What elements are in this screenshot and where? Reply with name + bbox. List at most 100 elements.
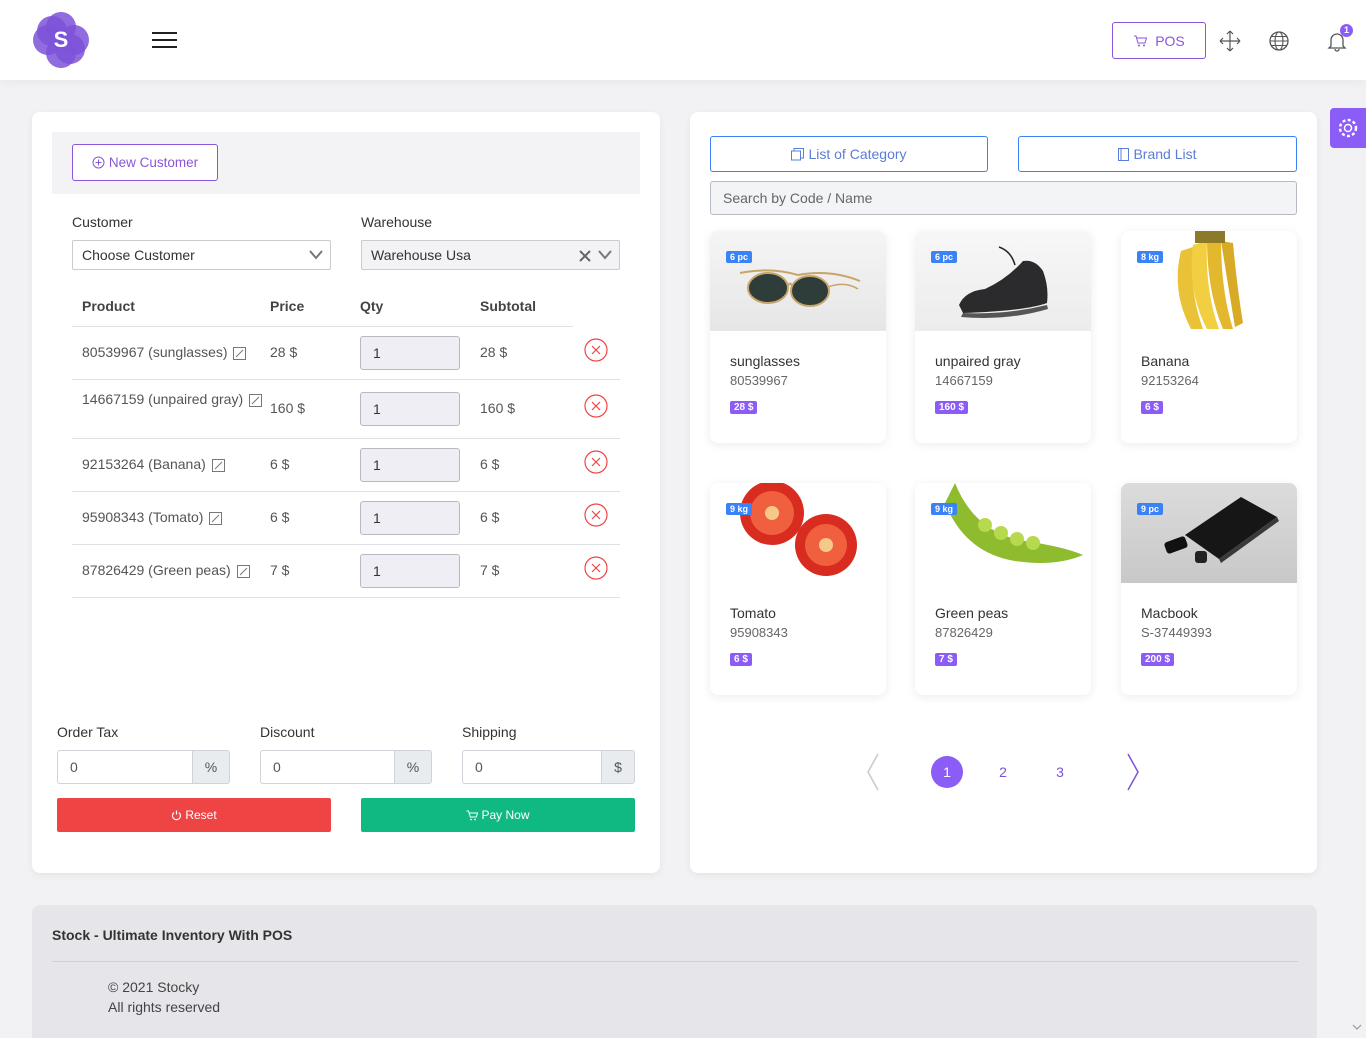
category-label: List of Category [808,146,907,162]
scroll-down-icon[interactable] [1352,1022,1362,1032]
logo-letter: S [53,27,69,52]
price-badge: 160 $ [935,401,969,414]
stock-badge: 6 pc [726,251,753,263]
delete-icon[interactable] [584,450,608,474]
shipping-unit: $ [601,750,635,784]
footer-divider [52,961,1298,962]
table-row: 80539967 (sunglasses) [82,344,247,360]
menu-toggle-icon[interactable] [152,32,178,50]
row-subtotal: 28 $ [480,344,508,360]
product-card[interactable]: 6 pc sunglasses 80539967 28 $ [710,231,886,443]
gear-icon [1338,118,1358,138]
chevron-down-icon [598,250,612,260]
edit-icon[interactable] [236,564,250,578]
price-badge: 6 $ [1141,401,1163,414]
app-logo[interactable]: S [33,12,89,68]
list-of-category-button[interactable]: List of Category [710,136,988,172]
reset-button[interactable]: Reset [57,798,331,832]
next-page-icon[interactable] [1126,752,1140,792]
edit-icon[interactable] [209,511,223,525]
price-badge: 6 $ [730,653,752,666]
col-subtotal: Subtotal [480,298,536,314]
delete-icon[interactable] [584,394,608,418]
shipping-label: Shipping [462,724,517,740]
table-row: 92153264 (Banana) [82,456,225,472]
page-2-button[interactable]: 2 [999,764,1007,780]
edit-icon[interactable] [249,393,263,407]
shipping-input[interactable]: 0 [462,750,601,784]
discount-field: 0 % [260,750,432,784]
plus-circle-icon [92,156,105,169]
prev-page-icon[interactable] [866,752,880,792]
warehouse-label: Warehouse [361,214,433,230]
discount-unit: % [394,750,432,784]
order-tax-field: 0 % [57,750,230,784]
edit-icon[interactable] [211,458,225,472]
pos-button[interactable]: POS [1112,22,1206,59]
page-3-button[interactable]: 3 [1056,764,1064,780]
sneaker-image [915,231,1091,331]
price-badge: 200 $ [1141,653,1175,666]
sunglasses-image [710,231,886,331]
order-tax-input[interactable]: 0 [57,750,192,784]
qty-input[interactable]: 1 [360,554,460,588]
clear-icon[interactable] [579,250,591,262]
delete-icon[interactable] [584,556,608,580]
row-subtotal: 7 $ [480,562,500,578]
product-card[interactable]: 9 pc Macbook S-37449393 200 $ [1121,483,1297,695]
qty-input[interactable]: 1 [360,501,460,535]
product-search-input[interactable]: Search by Code / Name [710,181,1297,215]
row-divider [72,544,620,545]
product-name: 95908343 (Tomato) [82,509,204,525]
stock-badge: 9 kg [931,503,958,515]
customer-select[interactable]: Choose Customer [72,240,331,270]
stock-badge: 6 pc [931,251,958,263]
product-code: 95908343 [730,625,788,640]
delete-icon[interactable] [584,338,608,362]
bell-icon[interactable] [1326,30,1348,52]
qty-input[interactable]: 1 [360,392,460,426]
fullscreen-icon[interactable] [1219,30,1241,52]
new-customer-bar: New Customer [52,132,640,194]
warehouse-select[interactable]: Warehouse Usa [361,240,620,270]
row-price: 6 $ [270,509,290,525]
pos-label: POS [1155,32,1185,49]
table-row: 14667159 (unpaired gray) [82,390,263,409]
new-customer-label: New Customer [108,155,199,170]
brand-list-button[interactable]: Brand List [1018,136,1297,172]
footer-copyright: © 2021 Stocky [108,979,200,995]
footer-rights: All rights reserved [108,999,221,1015]
footer-title: Stock - Ultimate Inventory With POS [52,927,293,943]
product-card[interactable]: 6 pc unpaired gray 14667159 160 $ [915,231,1091,443]
row-divider [72,491,620,492]
edit-icon[interactable] [233,346,247,360]
stock-badge: 8 kg [1137,251,1164,263]
product-name: 87826429 (Green peas) [82,562,231,578]
delete-icon[interactable] [584,503,608,527]
discount-input[interactable]: 0 [260,750,394,784]
product-card[interactable]: 9 kg Tomato 95908343 6 $ [710,483,886,695]
settings-tab[interactable] [1330,108,1366,148]
cart-panel: New Customer Customer Choose Customer Wa… [32,112,660,873]
product-code: 14667159 [935,373,993,388]
pay-now-button[interactable]: Pay Now [361,798,635,832]
globe-icon[interactable] [1268,30,1290,52]
power-icon [172,810,182,820]
product-card[interactable]: 8 kg Banana 92153264 6 $ [1121,231,1297,443]
new-customer-button[interactable]: New Customer [72,144,218,181]
layers-icon [791,147,805,160]
products-panel: List of Category Brand List Search by Co… [690,112,1317,873]
pay-now-label: Pay Now [481,808,530,822]
qty-input[interactable]: 1 [360,336,460,370]
page-1-button[interactable]: 1 [931,756,963,788]
table-row: 95908343 (Tomato) [82,509,223,525]
row-price: 7 $ [270,562,290,578]
reset-label: Reset [185,808,217,822]
warehouse-select-value: Warehouse Usa [371,247,471,263]
row-divider [72,379,620,380]
qty-input[interactable]: 1 [360,448,460,482]
product-card[interactable]: 9 kg Green peas 87826429 7 $ [915,483,1091,695]
stock-badge: 9 kg [726,503,753,515]
row-divider [72,438,620,439]
shipping-field: 0 $ [462,750,635,784]
